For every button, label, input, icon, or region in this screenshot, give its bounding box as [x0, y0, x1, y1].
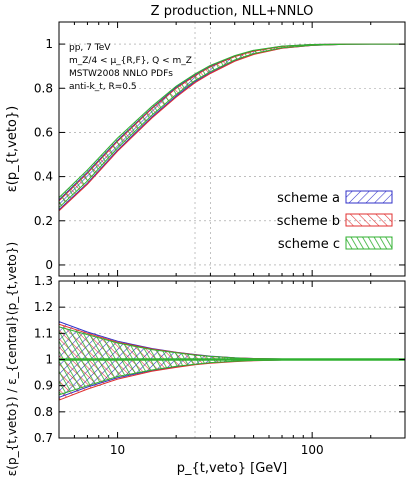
bottom-panel: 0.7 0.8 0.9 1 1.1 1.2 1.3 ε(p_{t,veto}) / ε_{c… [5, 242, 406, 476]
top-bands [59, 43, 405, 212]
legend-label-0: scheme a [277, 191, 340, 206]
y-tick-label: 0.6 [34, 125, 53, 139]
legend: scheme a scheme b scheme c [277, 190, 393, 252]
x-axis-label: p_{t,veto} [GeV] [177, 461, 288, 476]
info-line-3: anti-k_t, R=0.5 [69, 82, 137, 92]
info-line-2: MSTW2008 NNLO PDFs [69, 69, 173, 79]
legend-swatch-0 [345, 190, 393, 204]
y-tick-label: 1.3 [34, 274, 53, 288]
y-tick-label: 0.2 [34, 214, 53, 228]
y-tick-label: 1 [45, 353, 53, 367]
bottom-y-ticks: 0.7 0.8 0.9 1 1.1 1.2 1.3 [34, 274, 405, 445]
top-ylabel: ε(p_{t,veto}) [5, 106, 20, 192]
legend-swatch-2 [345, 236, 393, 250]
band-scheme-c [59, 43, 405, 209]
y-tick-label: 1 [45, 37, 53, 51]
x-ticks: 10 100 [58, 22, 406, 457]
x-tick-label: 10 [110, 443, 125, 457]
y-tick-label: 0.8 [34, 405, 53, 419]
y-tick-label: 1.2 [34, 300, 53, 314]
legend-swatch-1 [345, 213, 393, 227]
top-panel: 0 0.2 0.4 0.6 0.8 1 ε(p_{t,veto}) pp, 7 TeV m… [5, 21, 406, 277]
chart-title: Z production, NLL+NNLO [151, 4, 314, 19]
y-tick-label: 0.7 [34, 431, 53, 445]
bottom-ylabel: ε(p_{t,veto}) / ε_{central}(p_{t,veto}) [5, 242, 19, 476]
top-frame [58, 21, 406, 277]
y-tick-label: 0.9 [34, 379, 53, 393]
info-box: pp, 7 TeV m_Z/4 < μ_{R,F}, Q < m_Z MSTW2… [69, 43, 192, 92]
bottom-bands [59, 321, 405, 401]
y-tick-label: 0.8 [34, 81, 53, 95]
info-line-1: m_Z/4 < μ_{R,F}, Q < m_Z [69, 56, 192, 66]
info-line-0: pp, 7 TeV [69, 43, 111, 53]
legend-label-2: scheme c [278, 237, 340, 252]
top-y-ticks: 0 0.2 0.4 0.6 0.8 1 [34, 37, 405, 272]
bottom-grid [59, 280, 405, 439]
legend-label-1: scheme b [277, 214, 340, 229]
x-tick-label: 100 [301, 443, 324, 457]
y-tick-label: 0.4 [34, 170, 53, 184]
y-tick-label: 0 [45, 258, 53, 272]
top-grid [59, 22, 405, 276]
y-tick-label: 1.1 [34, 326, 53, 340]
band-scheme-c [59, 326, 405, 396]
